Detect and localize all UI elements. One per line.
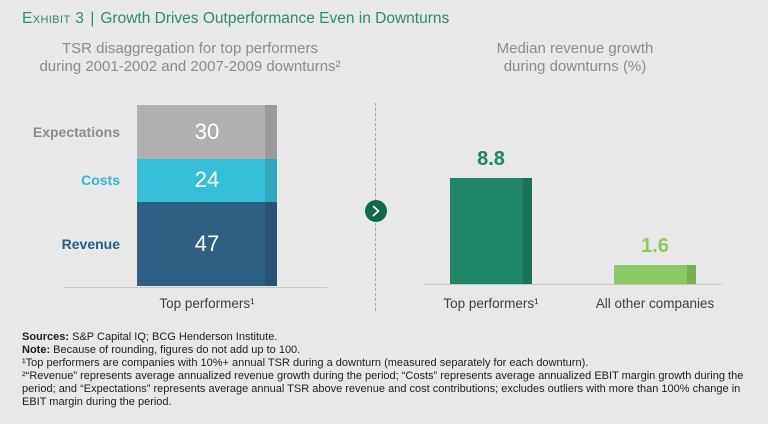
value-label-all-other-companies: 1.6 [641, 234, 669, 257]
exhibit-title: Exhibit 3 | Growth Drives Outperformance E… [22, 10, 449, 28]
bar-segment-costs: Costs 24 [81, 158, 277, 202]
left-chart-axis [63, 287, 327, 288]
chevron-right-icon [365, 200, 387, 222]
right-chart-axis [423, 284, 722, 285]
footnote-1: ¹Top performers are companies with 10%+ … [22, 356, 589, 369]
chevron-glyph [372, 205, 380, 217]
left-subtitle-line2: during 2001-2002 and 2007-2009 downturns… [39, 58, 341, 75]
right-subtitle-line2: during downturns (%) [503, 58, 647, 75]
segment-value-expectations: 30 [194, 118, 220, 144]
value-label-top-performers: 8.8 [477, 148, 505, 171]
segment-label-costs: Costs [81, 172, 120, 189]
segment-value-revenue: 47 [194, 230, 220, 256]
bar-segment-revenue: Revenue 47 [62, 201, 277, 286]
right-chart-subtitle: Median revenue growth during downturns (… [440, 40, 710, 76]
bar-segment-expectations: Expectations 30 [33, 105, 277, 159]
right-subtitle-line1: Median revenue growth [496, 40, 654, 57]
footnotes: Sources: S&P Capital IQ; BCG Henderson I… [22, 331, 764, 408]
note-label: Note: [22, 343, 51, 356]
title-separator: | [90, 10, 95, 27]
left-chart-category-label: Top performers¹ [159, 296, 255, 311]
footnote-2: ²“Revenue” represents average annualized… [22, 369, 744, 408]
right-chart-category-label-2: All other companies [595, 296, 715, 311]
segment-label-expectations: Expectations [32, 123, 120, 140]
segment-value-costs: 24 [194, 167, 220, 193]
stacked-bar-top-performers: Expectations 30 Costs 24 Revenue 47 [33, 105, 277, 286]
title-text: Growth Drives Outperformance Even in Dow… [100, 10, 450, 27]
right-chart-category-label-1: Top performers¹ [443, 296, 539, 311]
sources-text: S&P Capital IQ; BCG Henderson Institute. [69, 331, 278, 343]
left-subtitle-line1: TSR disaggregation for top performers [62, 40, 318, 57]
note-text: Because of rounding, figures do not add … [50, 343, 301, 356]
left-chart-subtitle: TSR disaggregation for top performers du… [15, 40, 365, 76]
bar-all-other-companies [614, 264, 696, 285]
sources-line: Sources: S&P Capital IQ; BCG Henderson I… [22, 331, 764, 344]
bar-top-performers [450, 178, 532, 284]
note-line: Note: Because of rounding, figures do no… [22, 344, 764, 357]
sources-label: Sources: [22, 331, 70, 343]
exhibit-number: Exhibit 3 [22, 10, 85, 27]
segment-label-revenue: Revenue [61, 235, 120, 252]
